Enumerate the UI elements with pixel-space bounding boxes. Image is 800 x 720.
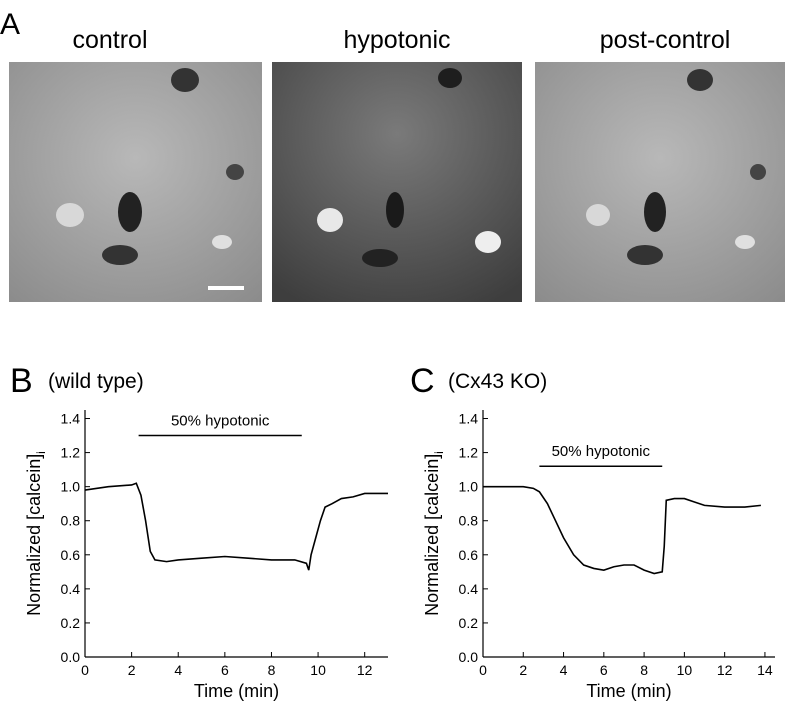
y-axis-label: Normalized [calcein]i [24,451,48,616]
y-tick-label: 1.2 [459,445,479,461]
micrograph [9,62,262,302]
x-tick-label: 12 [357,662,373,678]
y-axis-label-text: Normalized [calcein] [422,454,442,616]
data-line [84,482,388,571]
x-tick-label: 4 [174,662,182,678]
x-tick-label: 8 [640,662,648,678]
x-tick-label: 10 [677,662,693,678]
y-tick-label: 0.8 [459,513,479,529]
panel-label: C [410,362,435,400]
chart-title: (wild type) [48,370,144,393]
image-label: control [72,26,147,54]
chart-title: (Cx43 KO) [448,370,547,393]
micrograph [535,62,785,302]
y-axis-label: Normalized [calcein]i [422,451,446,616]
y-tick-label: 0.8 [61,513,81,529]
y-tick-label: 0.4 [61,581,81,597]
y-tick-label: 1.2 [61,445,81,461]
y-tick-label: 0.4 [459,581,479,597]
x-tick-label: 4 [560,662,568,678]
y-tick-label: 1.0 [61,479,81,495]
x-tick-label: 14 [757,662,773,678]
x-tick-label: 6 [221,662,229,678]
y-axis-label-sub: i [432,451,446,454]
x-axis-label: Time (min) [586,681,671,701]
image-label: post-control [600,26,731,54]
x-tick-label: 8 [268,662,276,678]
x-tick-label: 2 [519,662,527,678]
x-tick-label: 2 [128,662,136,678]
y-tick-label: 0.0 [61,649,81,665]
y-tick-label: 1.4 [459,411,479,427]
x-tick-label: 0 [81,662,89,678]
x-tick-label: 12 [717,662,733,678]
y-axis-label-text: Normalized [calcein] [24,454,44,616]
y-tick-label: 0.2 [459,615,479,631]
y-tick-label: 0.2 [61,615,81,631]
annotation: 50% hypotonic [552,443,651,460]
micrograph [272,62,522,302]
image-label: hypotonic [343,26,450,54]
y-tick-label: 0.6 [459,547,479,563]
x-tick-label: 6 [600,662,608,678]
y-tick-label: 0.6 [61,547,81,563]
x-tick-label: 10 [310,662,326,678]
x-axis-label: Time (min) [194,681,279,701]
y-tick-label: 1.0 [459,479,479,495]
panel-label: A [0,8,20,41]
y-tick-label: 0.0 [459,649,479,665]
data-line [483,485,761,575]
panel-label: B [10,362,33,400]
y-axis-label-sub: i [34,451,48,454]
annotation: 50% hypotonic [171,413,270,430]
x-tick-label: 0 [479,662,487,678]
y-tick-label: 1.4 [61,411,81,427]
